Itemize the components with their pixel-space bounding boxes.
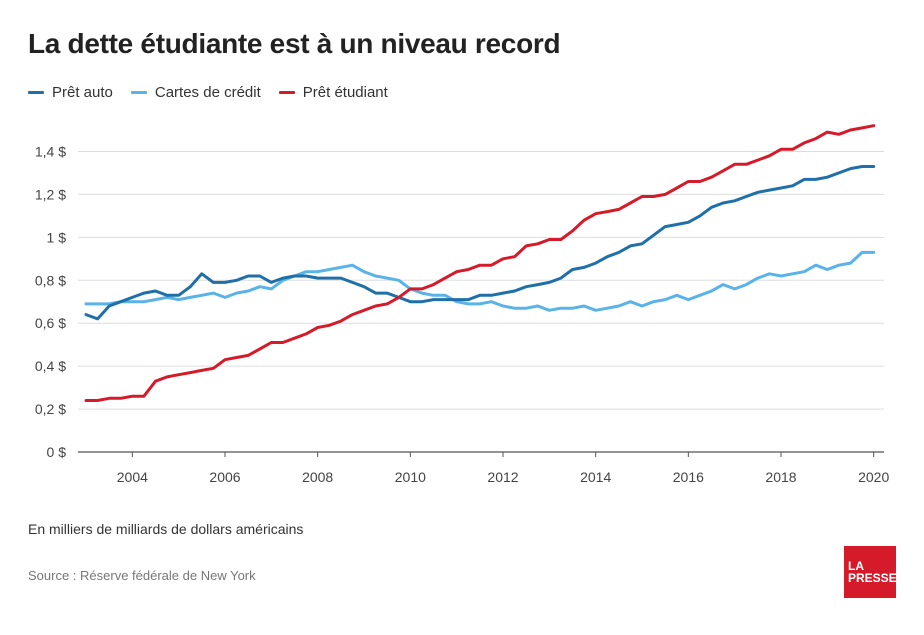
y-tick-label: 0,2 $ (35, 401, 66, 417)
y-tick-label: 0 $ (47, 444, 67, 460)
legend-item-credit: Cartes de crédit (130, 84, 261, 101)
grid-lines (78, 150, 884, 453)
x-tick-labels: 2004 2006 2008 2010 2012 2014 2016 2018 2020 (117, 452, 889, 485)
la-presse-logo: LA PRESSE (844, 546, 897, 598)
x-tick-label: 2008 (302, 469, 333, 485)
series-lines (84, 124, 876, 402)
x-tick-label: 2006 (209, 469, 240, 485)
logo-line-2: PRESSE (848, 571, 897, 585)
legend-label-credit: Cartes de crédit (154, 84, 261, 101)
x-tick-label: 2012 (487, 469, 518, 485)
y-tick-label: 1 $ (47, 229, 67, 245)
line-chart: 0 $ 0,2 $ 0,4 $ 0,6 $ 0,8 $ 1 $ 1,2 $ 1,4 $ 200… (35, 124, 889, 485)
legend-label-student: Prêt étudiant (302, 84, 388, 101)
x-tick-label: 2014 (580, 469, 611, 485)
y-tick-label: 0,8 $ (35, 272, 66, 288)
source-note: Source : Réserve fédérale de New York (28, 568, 256, 583)
y-tick-labels: 0 $ 0,2 $ 0,4 $ 0,6 $ 0,8 $ 1 $ 1,2 $ 1,4 $ (35, 143, 66, 460)
legend-swatch-student (278, 91, 295, 94)
y-tick-label: 1,2 $ (35, 186, 66, 202)
y-tick-label: 1,4 $ (35, 143, 66, 159)
x-tick-label: 2004 (117, 469, 148, 485)
series-line-credit (84, 250, 876, 312)
legend-item-student: Prêt étudiant (278, 84, 388, 101)
x-tick-label: 2020 (858, 469, 889, 485)
legend-label-auto: Prêt auto (52, 84, 113, 101)
logo-line-1: LA (848, 559, 864, 573)
series-line-auto (84, 165, 876, 321)
series-line-student (84, 124, 876, 402)
x-tick-label: 2018 (765, 469, 796, 485)
y-tick-label: 0,4 $ (35, 358, 66, 374)
legend-swatch-credit (130, 91, 147, 94)
x-tick-label: 2010 (395, 469, 426, 485)
chart-legend: Prêt auto Cartes de crédit Prêt étudiant (28, 84, 388, 101)
unit-note: En milliers de milliards de dollars amér… (28, 521, 304, 537)
legend-item-auto: Prêt auto (28, 84, 113, 101)
chart-title: La dette étudiante est à un niveau recor… (28, 28, 561, 59)
legend-swatch-auto (28, 91, 44, 94)
y-tick-label: 0,6 $ (35, 315, 66, 331)
x-tick-label: 2016 (673, 469, 704, 485)
